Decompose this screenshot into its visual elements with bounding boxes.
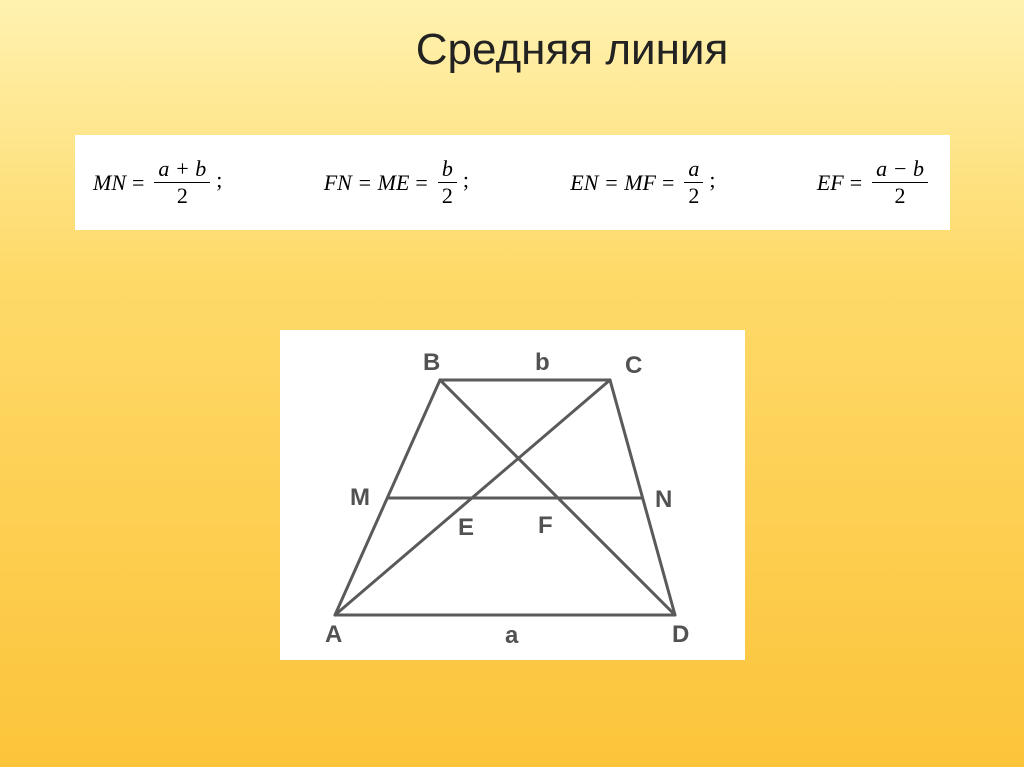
semicolon: ;	[216, 167, 222, 207]
slide-background: Средняя линия MN = a + b 2 ; FN = ME = b…	[0, 0, 1024, 767]
formula-box: MN = a + b 2 ; FN = ME = b 2 ; EN = MF =…	[75, 135, 950, 230]
formula-4-lhs: EF	[817, 170, 844, 196]
diagram-box: A B C D M N E Fa b	[280, 330, 745, 660]
formula-2-num: b	[438, 158, 457, 183]
formula-1-num: a + b	[154, 158, 210, 183]
equals-sign: =	[662, 170, 674, 196]
svg-text:A: A	[325, 621, 342, 648]
svg-text:M: M	[350, 484, 370, 511]
svg-text:F: F	[538, 512, 553, 539]
formula-2: FN = ME = b 2 ;	[324, 158, 469, 207]
formula-3-lhs: EN = MF	[570, 170, 656, 196]
formula-2-lhs: FN = ME	[324, 170, 410, 196]
semicolon: ;	[709, 167, 715, 207]
formula-2-fraction: b 2	[438, 158, 457, 207]
svg-text:B: B	[423, 349, 440, 376]
formula-4-den: 2	[895, 183, 906, 207]
formula-1-fraction: a + b 2	[154, 158, 210, 207]
formula-4: EF = a − b 2	[817, 158, 932, 207]
svg-text:a: a	[505, 622, 519, 649]
formula-4-fraction: a − b 2	[872, 158, 928, 207]
trapezoid-diagram: A B C D M N E Fa b	[280, 330, 745, 660]
svg-text:E: E	[458, 514, 474, 541]
svg-text:N: N	[655, 486, 672, 513]
formula-3-fraction: a 2	[684, 158, 703, 207]
semicolon: ;	[463, 167, 469, 207]
formula-3: EN = MF = a 2 ;	[570, 158, 715, 207]
svg-text:b: b	[535, 349, 550, 376]
formula-3-num: a	[684, 158, 703, 183]
svg-text:C: C	[625, 352, 642, 379]
slide-title: Средняя линия	[0, 25, 1024, 75]
formula-1-lhs: MN	[93, 170, 126, 196]
equals-sign: =	[132, 170, 144, 196]
formula-1-den: 2	[177, 183, 188, 207]
formula-2-den: 2	[442, 183, 453, 207]
equals-sign: =	[850, 170, 862, 196]
equals-sign: =	[415, 170, 427, 196]
formula-1: MN = a + b 2 ;	[93, 158, 222, 207]
formula-3-den: 2	[688, 183, 699, 207]
formula-4-num: a − b	[872, 158, 928, 183]
svg-text:D: D	[672, 621, 689, 648]
